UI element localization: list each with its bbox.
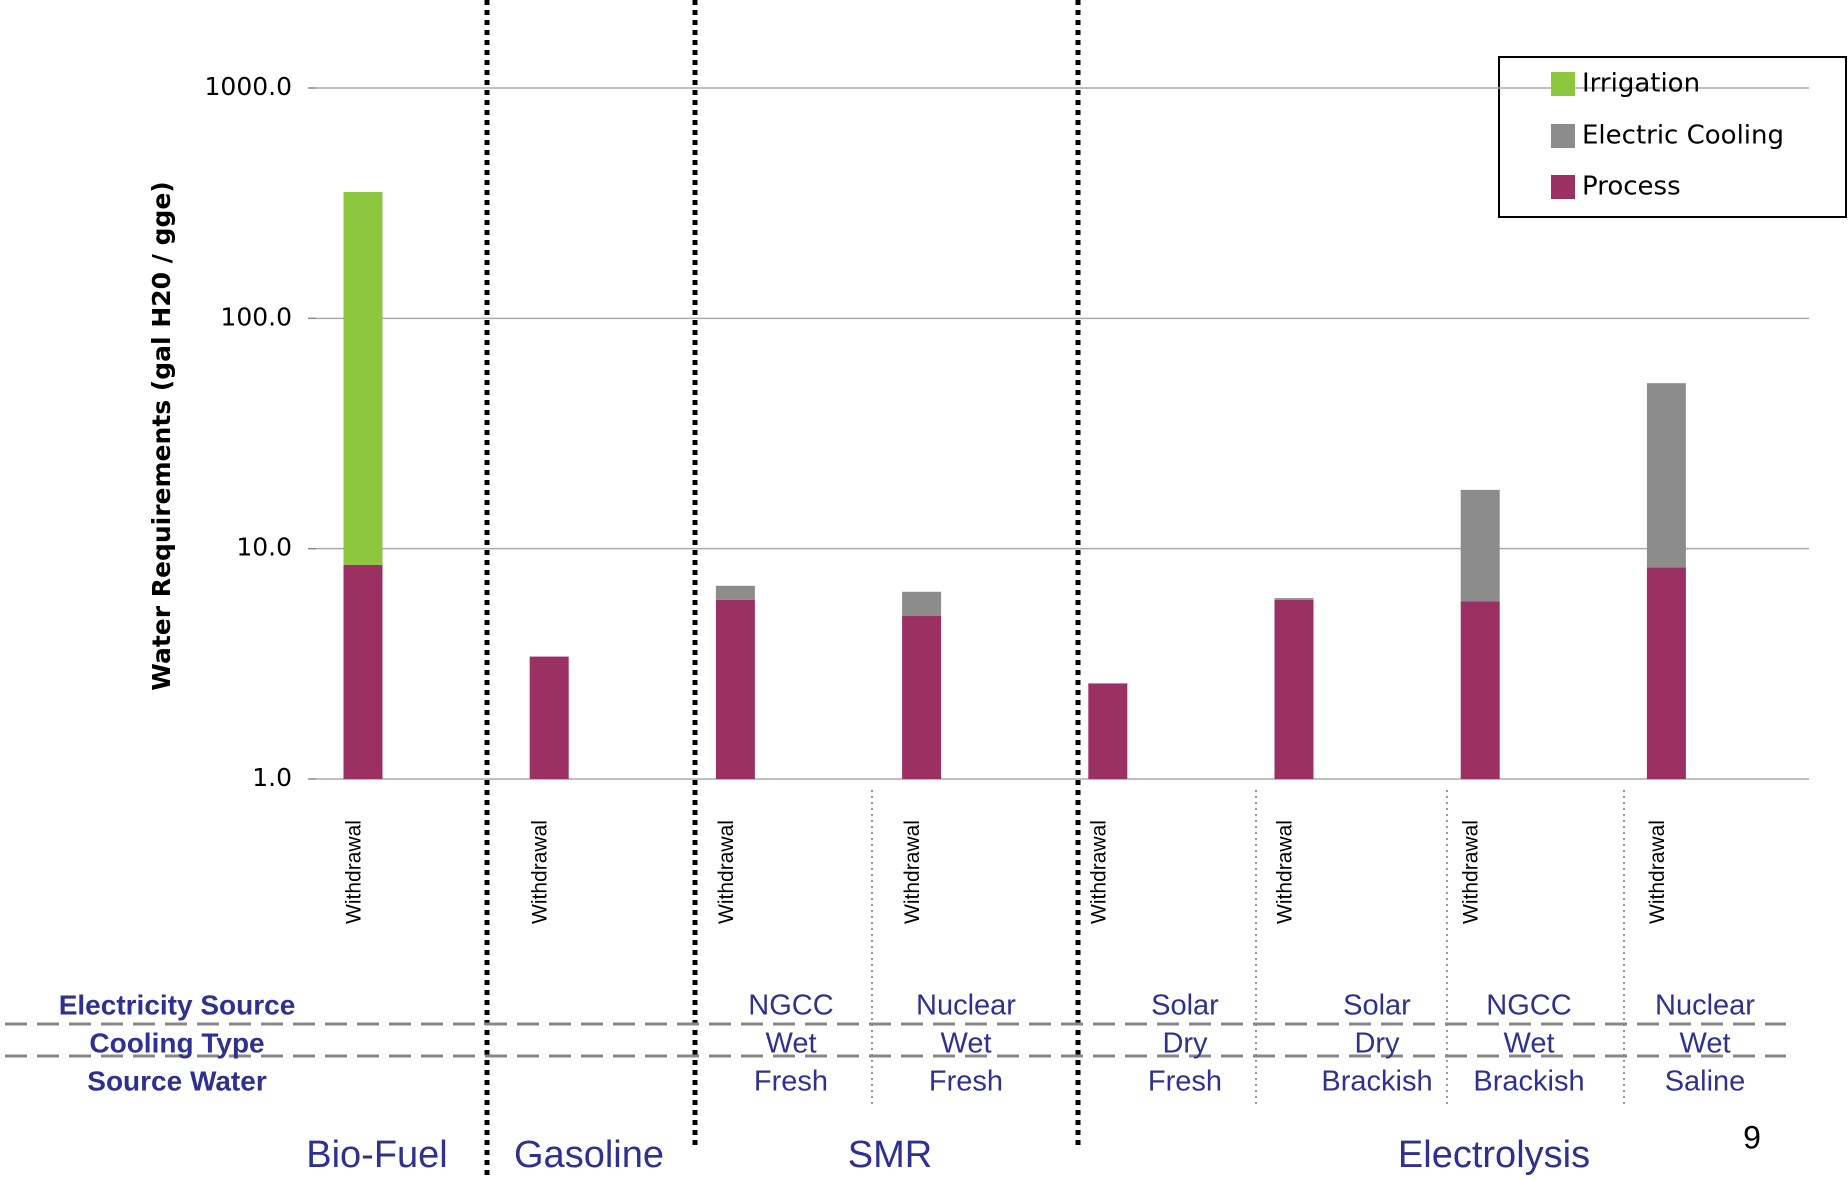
x-tick-label: Withdrawal xyxy=(715,820,738,924)
table-cell: Fresh xyxy=(1148,1066,1222,1098)
x-tick-label: Withdrawal xyxy=(1646,820,1669,924)
bar-segment xyxy=(529,656,569,779)
row-label: Source Water xyxy=(87,1065,267,1096)
table-cell: Nuclear xyxy=(1655,990,1755,1022)
page-number: 9 xyxy=(1743,1119,1761,1155)
bar-segment xyxy=(1460,489,1500,602)
x-tick-label: Withdrawal xyxy=(529,820,552,924)
table-cell: NGCC xyxy=(1486,990,1571,1022)
x-tick-label: Withdrawal xyxy=(1087,820,1110,924)
table-cell: Brackish xyxy=(1321,1066,1432,1098)
table-cell: Saline xyxy=(1665,1066,1746,1098)
bar-segment xyxy=(1274,598,1314,600)
bar-segment xyxy=(1646,383,1686,568)
legend-label: Electric Cooling xyxy=(1582,121,1784,151)
legend-swatch xyxy=(1551,175,1575,199)
bar-segment xyxy=(1460,601,1500,779)
legend-label: Process xyxy=(1582,172,1681,202)
bar-segment xyxy=(715,599,755,779)
y-tick-label: 1000.0 xyxy=(205,72,292,101)
x-tick-label: Withdrawal xyxy=(343,820,366,924)
table-cell: Solar xyxy=(1151,990,1219,1022)
group-dividers xyxy=(484,0,1081,1180)
table-cell: Fresh xyxy=(754,1066,828,1098)
table-cell: Wet xyxy=(765,1028,816,1060)
table-cell: Nuclear xyxy=(916,990,1016,1022)
table-cell: Brackish xyxy=(1473,1066,1584,1098)
bar-segment xyxy=(1088,683,1128,779)
bar-segment xyxy=(1274,599,1314,779)
table-cell: Dry xyxy=(1162,1028,1208,1060)
group-label: SMR xyxy=(848,1134,932,1176)
group-label: Bio-Fuel xyxy=(306,1134,448,1176)
x-tick-label: Withdrawal xyxy=(901,820,924,924)
table-cell: NGCC xyxy=(748,990,833,1022)
legend-swatch xyxy=(1551,72,1575,96)
y-tick-label: 10.0 xyxy=(236,533,292,562)
row-label: Cooling Type xyxy=(89,1027,264,1058)
bar-segment xyxy=(715,585,755,600)
legend-label: Irrigation xyxy=(1582,69,1700,99)
row-label: Electricity Source xyxy=(59,989,296,1020)
bar-segment xyxy=(343,564,383,779)
x-tick-label: Withdrawal xyxy=(1460,820,1483,924)
column-dividers xyxy=(871,790,1625,1108)
y-axis-title: Water Requirements (gal H20 / gge) xyxy=(147,181,176,690)
table-cell: Fresh xyxy=(929,1066,1003,1098)
group-label: Electrolysis xyxy=(1398,1134,1590,1176)
table-cell: Dry xyxy=(1354,1028,1400,1060)
table-cell: Wet xyxy=(1679,1028,1730,1060)
bar-segment xyxy=(902,616,942,779)
table-row-lines xyxy=(5,1022,1786,1058)
bar-segment xyxy=(343,192,383,565)
y-tick-label: 100.0 xyxy=(220,302,292,331)
table-cell: Solar xyxy=(1343,990,1411,1022)
bar-segment xyxy=(1646,567,1686,779)
legend-swatch xyxy=(1551,124,1575,148)
y-tick-label: 1.0 xyxy=(252,763,292,792)
table-cell: Wet xyxy=(940,1028,991,1060)
table-cell: Wet xyxy=(1503,1028,1554,1060)
bar-segment xyxy=(902,591,942,617)
x-tick-label: Withdrawal xyxy=(1274,820,1297,924)
group-label: Gasoline xyxy=(514,1134,664,1176)
